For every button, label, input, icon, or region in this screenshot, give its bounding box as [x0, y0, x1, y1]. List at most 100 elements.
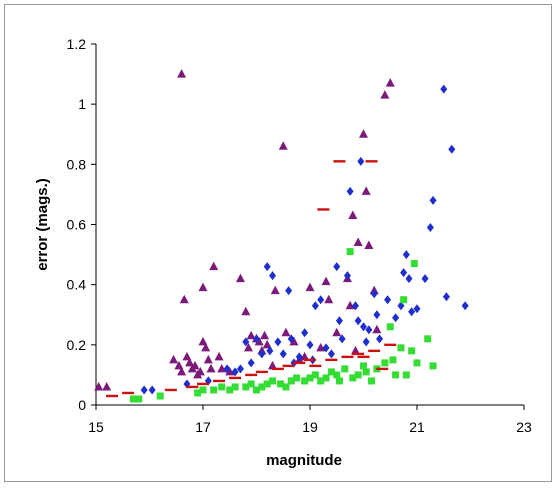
- triangle-point: [278, 141, 288, 150]
- square-point: [258, 383, 266, 391]
- diamond-point: [392, 313, 400, 323]
- square-point: [327, 368, 335, 376]
- diamond-point: [301, 328, 309, 338]
- diamond-point: [429, 195, 437, 205]
- dash-point: [357, 355, 370, 359]
- triangle-point: [321, 276, 331, 286]
- diamond-point: [346, 186, 354, 196]
- diamond-point: [426, 223, 434, 233]
- triangle-point: [185, 357, 195, 367]
- dash-point: [376, 367, 389, 371]
- square-point: [397, 344, 405, 352]
- dash-point: [325, 358, 338, 362]
- triangle-point: [364, 240, 374, 250]
- dash-point: [229, 376, 242, 380]
- diamond-point: [370, 289, 378, 299]
- triangle-point: [102, 381, 112, 391]
- square-point: [322, 374, 330, 382]
- diamond-point: [279, 349, 287, 359]
- square-point: [293, 374, 301, 382]
- triangle-point: [209, 261, 219, 271]
- diamond-point: [354, 316, 362, 326]
- x-tick-label: 17: [195, 419, 211, 435]
- diamond-point: [327, 349, 335, 359]
- x-tick-label: 23: [516, 419, 532, 435]
- square-point: [429, 362, 437, 370]
- diamond-point: [360, 322, 367, 332]
- diamond-point: [362, 337, 370, 347]
- dash-point: [341, 355, 354, 359]
- diamond-point: [285, 286, 293, 296]
- diamond-point: [351, 301, 359, 311]
- triangle-point: [179, 294, 189, 304]
- triangle-point: [262, 339, 272, 349]
- diamond-point: [405, 274, 413, 284]
- triangle-point: [203, 354, 213, 364]
- triangle-point: [177, 69, 187, 78]
- triangle-point: [254, 336, 264, 346]
- diamond-point: [338, 334, 346, 344]
- y-tick-label: 1.2: [67, 36, 87, 52]
- dash-point: [197, 382, 209, 386]
- x-tick-label: 21: [409, 419, 425, 435]
- square-point: [301, 377, 309, 385]
- triangle-point: [241, 306, 251, 316]
- triangle-point: [385, 78, 395, 87]
- square-point: [218, 383, 226, 391]
- triangle-point: [324, 294, 334, 304]
- dash-point: [317, 208, 330, 211]
- x-tick-label: 19: [302, 419, 318, 435]
- diamond-point: [461, 301, 469, 311]
- triangle-point: [214, 351, 224, 361]
- square-point: [311, 371, 319, 379]
- diamond-point: [148, 385, 156, 395]
- triangle-point: [372, 324, 382, 334]
- y-tick-label: 0.8: [67, 156, 87, 172]
- square-point: [335, 377, 343, 385]
- dash-point: [186, 385, 199, 389]
- diamond-point: [413, 304, 421, 314]
- triangle-point: [380, 90, 390, 99]
- diamond-point: [247, 358, 255, 368]
- diamond-point: [295, 352, 303, 362]
- dash-point: [368, 349, 381, 353]
- square-point: [199, 386, 207, 394]
- diamond-point: [384, 295, 392, 305]
- dash-point: [106, 394, 119, 398]
- triangle-point: [361, 186, 371, 195]
- chart-frame: 0 0.2 0.4 0.6 0.8 1 1.2 15 17 19 21 23 error (mags.…: [4, 4, 552, 482]
- triangle-point: [353, 237, 363, 247]
- triangle-point: [190, 360, 200, 370]
- triangle-point: [174, 360, 184, 370]
- square-point: [277, 380, 285, 388]
- triangle-point: [260, 330, 270, 340]
- triangle-point: [198, 282, 208, 292]
- dash-point: [122, 391, 135, 395]
- triangle-point: [348, 210, 358, 219]
- y-tick-label: 0.2: [67, 337, 87, 353]
- diamond-point: [223, 364, 231, 374]
- square-point: [392, 371, 400, 379]
- square-point: [341, 365, 349, 373]
- square-point: [269, 377, 277, 385]
- triangle-point: [350, 345, 360, 355]
- diamond-point: [448, 144, 456, 154]
- y-tick-label: 0.6: [67, 217, 87, 233]
- diamond-point: [343, 271, 351, 281]
- square-point: [263, 380, 271, 388]
- triangle-point: [206, 363, 216, 373]
- square-point: [424, 335, 432, 343]
- diamond-point: [242, 337, 250, 347]
- y-tick-label: 1: [78, 96, 86, 112]
- dash-point: [245, 373, 258, 377]
- dash-point: [293, 361, 306, 365]
- diamond-point: [266, 346, 274, 356]
- diamond-point: [263, 262, 271, 272]
- diamond-point: [317, 295, 325, 305]
- diamond-point: [306, 340, 314, 350]
- diamond-point: [274, 337, 282, 347]
- dash-point: [384, 343, 397, 347]
- square-point: [156, 392, 164, 400]
- square-point: [226, 386, 234, 394]
- square-point: [386, 323, 394, 331]
